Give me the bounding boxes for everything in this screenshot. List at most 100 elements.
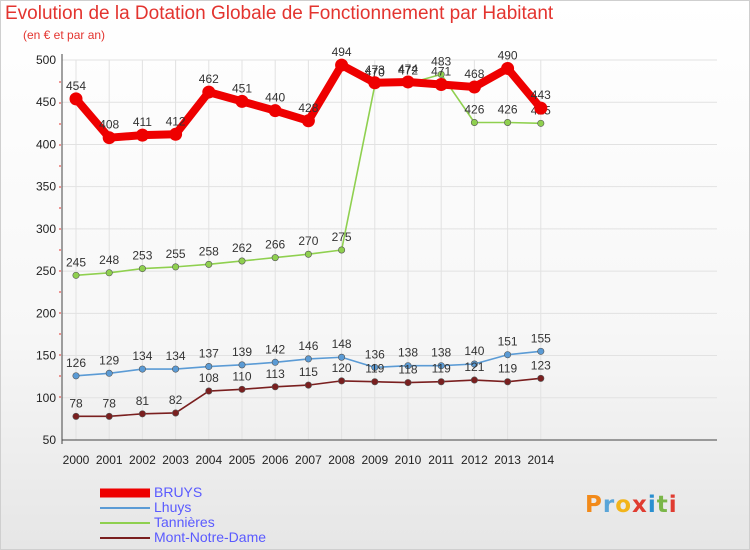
data-label-lhuys-2014: 155 — [531, 331, 551, 345]
data-label-lhuys-2000: 126 — [66, 356, 86, 370]
x-tick-label-2000: 2000 — [63, 453, 90, 467]
x-tick-label-2012: 2012 — [461, 453, 488, 467]
data-point-mont-notre-dame-2012 — [470, 376, 478, 384]
legend-label-mont-notre-dame: Mont-Notre-Dame — [154, 529, 267, 545]
chart-title: Evolution de la Dotation Globale de Fonc… — [5, 3, 554, 24]
data-label-bruys-2011: 471 — [431, 64, 451, 78]
proxiti-logo: Proxiti — [585, 492, 678, 518]
data-point-bruys-2003 — [169, 127, 183, 141]
x-tick-label-2013: 2013 — [494, 453, 521, 467]
legend-swatch-tannieres — [100, 521, 150, 524]
data-point-tanni-res-2013 — [504, 118, 512, 126]
data-point-bruys-2001 — [102, 131, 116, 145]
x-tick-label-2003: 2003 — [162, 453, 189, 467]
y-tick-label-250: 250 — [36, 264, 56, 278]
data-label-lhuys-2013: 151 — [498, 335, 518, 349]
data-point-lhuys-2002 — [138, 365, 146, 373]
data-label-tanni-res-2011: 483 — [431, 54, 451, 68]
data-point-bruys-2005 — [235, 94, 249, 108]
data-point-mont-notre-dame-2010 — [404, 379, 412, 387]
data-point-tanni-res-2008 — [338, 246, 346, 254]
legend-label-tannieres: Tannières — [154, 514, 215, 530]
data-label-lhuys-2007: 146 — [298, 339, 318, 353]
data-point-mont-notre-dame-2009 — [371, 378, 379, 386]
data-point-bruys-2000 — [69, 92, 83, 106]
data-point-tanni-res-2005 — [238, 257, 246, 265]
x-tick-label-2004: 2004 — [195, 453, 222, 467]
data-point-tanni-res-2003 — [172, 263, 180, 271]
data-point-lhuys-2009 — [371, 363, 379, 371]
legend-label-bruys: BRUYS — [154, 484, 203, 500]
data-label-bruys-2004: 462 — [199, 72, 219, 86]
y-tick-label-300: 300 — [36, 222, 56, 236]
data-point-lhuys-2004 — [205, 363, 213, 371]
data-point-bruys-2013 — [501, 61, 515, 75]
data-label-mont-notre-dame-2003: 82 — [169, 393, 183, 407]
legend-label-lhuys: Lhuys — [154, 499, 192, 515]
data-point-bruys-2014 — [534, 101, 548, 115]
data-point-mont-notre-dame-2006 — [271, 383, 279, 391]
data-label-tanni-res-2012: 426 — [464, 102, 484, 116]
chart-subtitle: (en € et par an) — [23, 28, 106, 42]
data-point-tanni-res-2004 — [205, 260, 213, 268]
data-label-lhuys-2001: 129 — [99, 353, 119, 367]
data-point-mont-notre-dame-2002 — [138, 410, 146, 418]
x-tick-label-2008: 2008 — [328, 453, 355, 467]
x-tick-label-2006: 2006 — [262, 453, 289, 467]
data-point-tanni-res-2012 — [470, 118, 478, 126]
data-label-mont-notre-dame-2004: 108 — [199, 371, 219, 385]
data-label-mont-notre-dame-2008: 120 — [332, 361, 352, 375]
data-point-mont-notre-dame-2000 — [72, 412, 80, 420]
data-point-bruys-2004 — [202, 85, 216, 99]
data-label-mont-notre-dame-2006: 113 — [266, 367, 285, 381]
y-tick-label-450: 450 — [36, 95, 56, 109]
data-point-bruys-2002 — [135, 128, 149, 142]
legend-swatch-bruys — [100, 488, 150, 497]
data-label-mont-notre-dame-2014: 123 — [531, 358, 551, 372]
x-tick-label-2011: 2011 — [428, 453, 454, 467]
y-tick-label-150: 150 — [36, 349, 56, 363]
data-label-mont-notre-dame-2013: 119 — [498, 362, 517, 376]
data-label-tanni-res-2001: 248 — [99, 253, 119, 267]
data-label-tanni-res-2006: 266 — [265, 238, 285, 252]
data-point-bruys-2008 — [335, 58, 349, 72]
x-tick-label-2014: 2014 — [527, 453, 554, 467]
data-point-tanni-res-2000 — [72, 271, 80, 279]
data-point-mont-notre-dame-2003 — [172, 409, 180, 417]
data-label-lhuys-2006: 142 — [265, 342, 285, 356]
data-point-lhuys-2013 — [504, 351, 512, 359]
data-label-mont-notre-dame-2009: 119 — [365, 362, 384, 376]
data-label-tanni-res-2000: 245 — [66, 255, 86, 269]
y-tick-label-500: 500 — [36, 53, 56, 67]
data-label-bruys-2003: 412 — [166, 114, 186, 128]
data-point-lhuys-2003 — [172, 365, 180, 373]
data-point-mont-notre-dame-2007 — [304, 381, 312, 389]
data-label-tanni-res-2002: 253 — [132, 249, 152, 263]
x-tick-label-2005: 2005 — [229, 453, 256, 467]
data-point-mont-notre-dame-2014 — [537, 374, 545, 382]
data-point-mont-notre-dame-2004 — [205, 387, 213, 395]
data-point-mont-notre-dame-2005 — [238, 385, 246, 393]
data-label-mont-notre-dame-2010: 118 — [398, 363, 417, 377]
data-point-mont-notre-dame-2011 — [437, 378, 445, 386]
x-tick-label-2007: 2007 — [295, 453, 322, 467]
data-label-bruys-2009: 473 — [365, 63, 385, 77]
data-label-bruys-2001: 408 — [99, 118, 119, 132]
legend-item-lhuys: Lhuys — [100, 499, 360, 515]
data-point-tanni-res-2007 — [304, 250, 312, 258]
data-label-bruys-2002: 411 — [133, 115, 152, 129]
legend: BRUYS Lhuys Tannières Mont-Notre-Dame — [100, 484, 360, 545]
data-point-bruys-2012 — [467, 80, 481, 94]
data-label-bruys-2013: 490 — [498, 48, 518, 62]
data-label-bruys-2007: 428 — [298, 101, 318, 115]
data-point-bruys-2007 — [301, 114, 315, 128]
data-point-lhuys-2006 — [271, 358, 279, 366]
data-point-lhuys-2000 — [72, 372, 80, 380]
data-label-bruys-2010: 474 — [398, 62, 418, 76]
data-label-bruys-2008: 494 — [332, 45, 352, 59]
data-label-bruys-2014: 443 — [531, 88, 551, 102]
data-point-tanni-res-2002 — [138, 265, 146, 273]
data-point-tanni-res-2006 — [271, 254, 279, 262]
legend-swatch-lhuys — [100, 506, 150, 509]
